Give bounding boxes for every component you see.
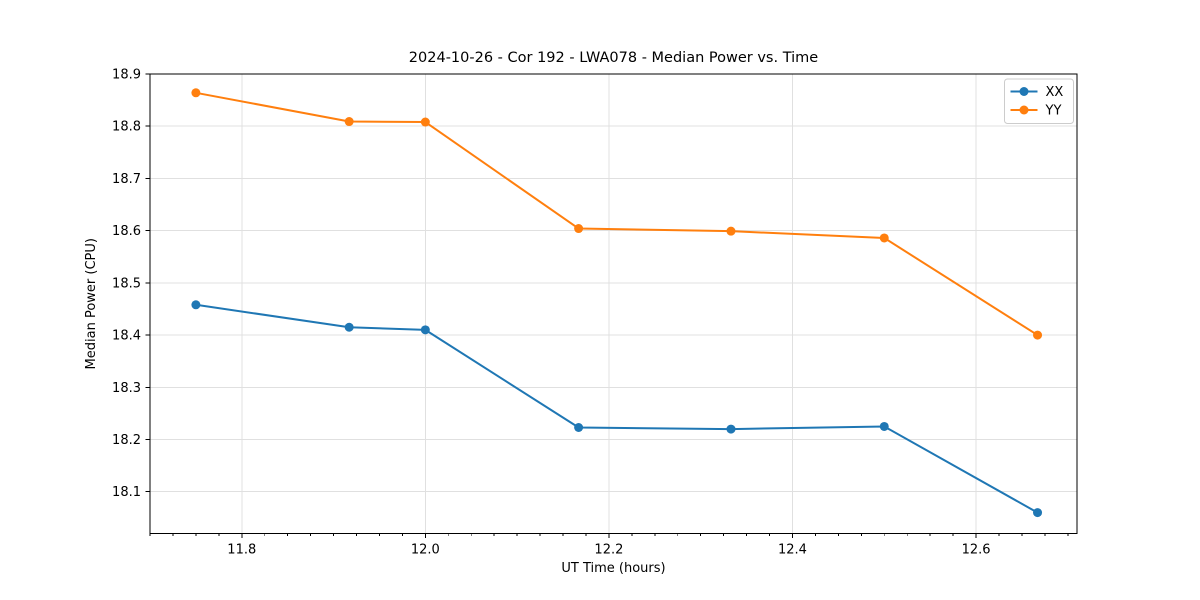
y-tick-label: 18.8 xyxy=(112,120,141,135)
data-point-yy xyxy=(344,117,354,127)
legend-label-xx: XX xyxy=(1046,85,1064,100)
legend-sample-marker xyxy=(1019,87,1029,96)
y-axis-label: Median Power (CPU) xyxy=(84,238,99,369)
chart-title: 2024-10-26 - Cor 192 - LWA078 - Median P… xyxy=(409,50,818,66)
data-point-yy xyxy=(420,117,430,127)
data-point-xx xyxy=(344,322,354,332)
data-point-xx xyxy=(879,421,889,431)
y-tick-label: 18.4 xyxy=(112,329,141,344)
legend-sample-marker xyxy=(1019,105,1029,115)
data-point-xx xyxy=(574,423,584,433)
plot-border xyxy=(149,73,1078,534)
y-tick-label: 18.3 xyxy=(112,381,141,396)
series-line-yy xyxy=(194,91,1039,337)
x-axis-label: UT Time (hours) xyxy=(561,561,665,576)
data-point-yy xyxy=(726,226,736,236)
x-tick-label: 12.0 xyxy=(411,543,440,558)
y-tick-label: 18.9 xyxy=(112,68,141,83)
data-point-yy xyxy=(191,88,201,98)
data-point-xx xyxy=(191,300,201,310)
data-point-xx xyxy=(420,325,430,335)
x-tick-label: 12.2 xyxy=(594,543,623,558)
x-tick-label: 11.8 xyxy=(227,543,256,558)
y-tick-label: 18.7 xyxy=(112,172,141,187)
data-point-yy xyxy=(574,224,584,234)
y-tick-label: 18.1 xyxy=(112,485,141,500)
data-point-xx xyxy=(726,424,736,434)
y-tick-label: 18.2 xyxy=(112,433,141,448)
y-tick-label: 18.5 xyxy=(112,276,141,291)
x-tick-label: 12.6 xyxy=(962,543,991,558)
data-point-yy xyxy=(879,233,889,243)
legend-label-yy: YY xyxy=(1045,104,1062,119)
data-point-xx xyxy=(1033,508,1043,518)
x-tick-label: 12.4 xyxy=(778,543,807,558)
data-point-yy xyxy=(1033,330,1043,340)
y-tick-label: 18.6 xyxy=(112,224,141,239)
series-line-xx xyxy=(194,303,1039,514)
